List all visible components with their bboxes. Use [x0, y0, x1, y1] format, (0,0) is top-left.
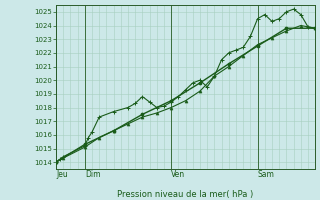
Text: Jeu: Jeu — [56, 170, 68, 179]
Text: Sam: Sam — [258, 170, 275, 179]
Text: Dim: Dim — [85, 170, 100, 179]
Text: Ven: Ven — [171, 170, 185, 179]
Text: Pression niveau de la mer( hPa ): Pression niveau de la mer( hPa ) — [117, 190, 254, 199]
